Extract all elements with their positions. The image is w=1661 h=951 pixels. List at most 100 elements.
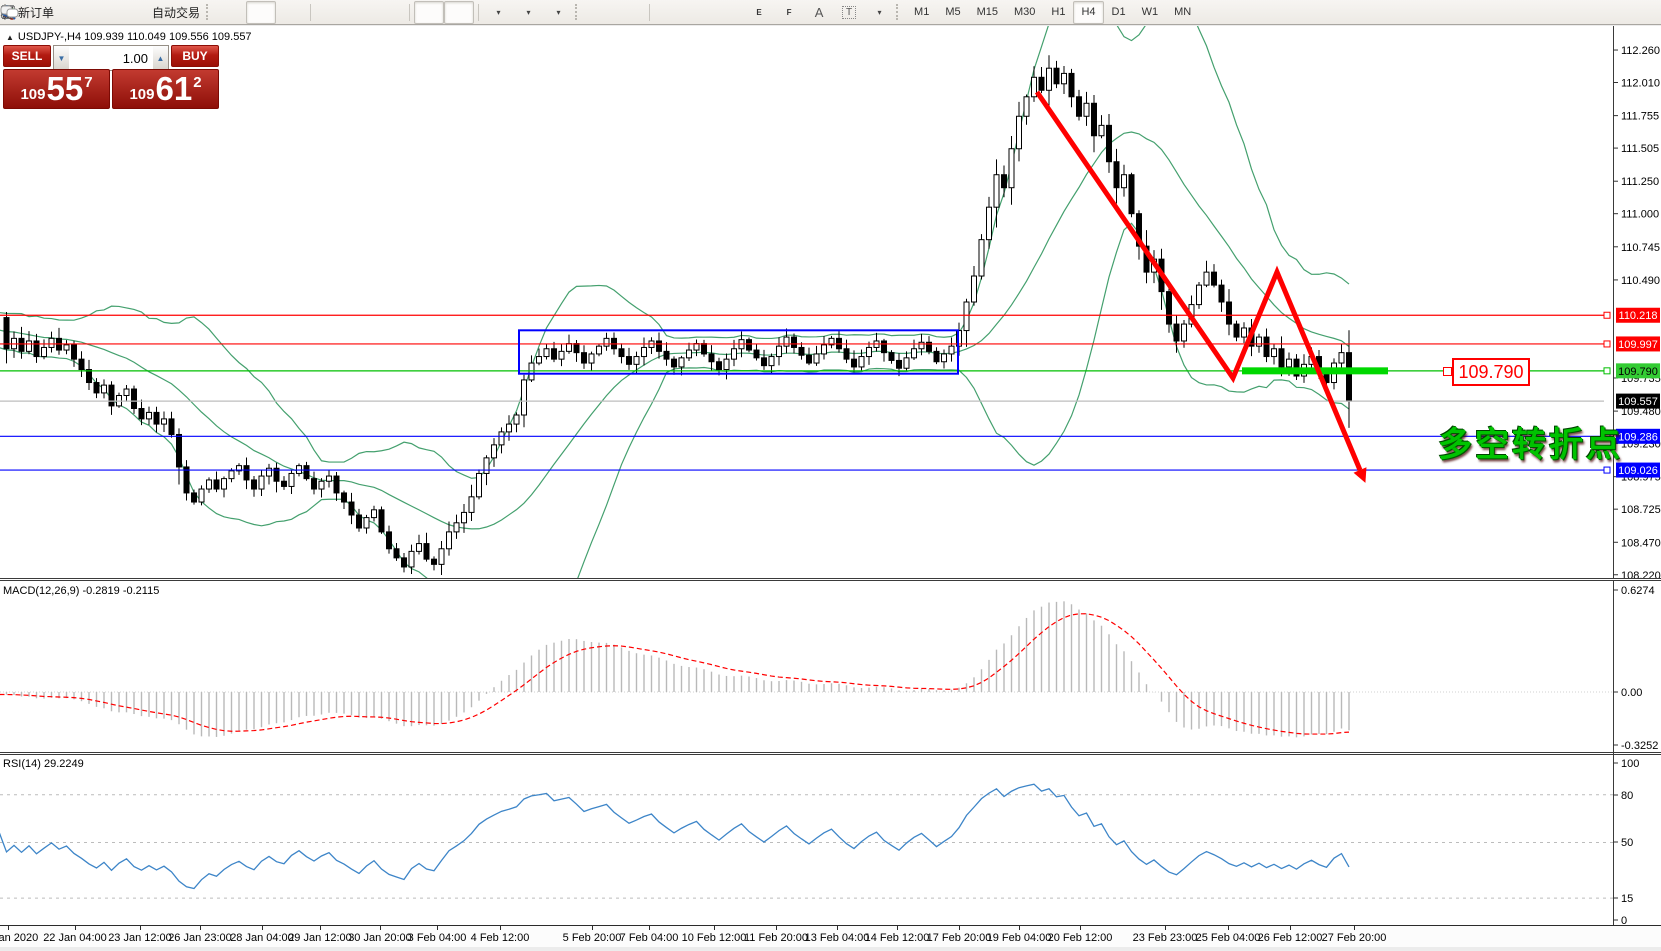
tf-button-h1[interactable]: H1: [1051, 6, 1066, 18]
horizontal-line-tool-button[interactable]: [2, 1, 714, 24]
arrows-tool-button[interactable]: ▾: [4, 1, 894, 24]
channel-tool-button[interactable]: E: [0, 1, 774, 24]
price-badge-109.557: [1616, 393, 1660, 409]
trendline-tool-button[interactable]: [2, 1, 744, 24]
main-price-chart[interactable]: 112.260 112.010 111.755 111.505 111.250 111.0…: [0, 26, 1661, 579]
rsi-tick-label: 15: [1621, 893, 1633, 905]
sell-price-button[interactable]: 109 55 7: [3, 69, 110, 109]
autotrading-button[interactable]: 自动交易: [1, 1, 204, 24]
indicators-button[interactable]: ▾: [1, 1, 573, 24]
toolbar-grip[interactable]: [575, 4, 581, 20]
tf-button-d1[interactable]: D1: [1111, 6, 1126, 18]
rsi-indicator-pane[interactable]: 100 80 50 15 0: [0, 755, 1661, 925]
chat-icon[interactable]: [0, 4, 20, 20]
tf-button-m5[interactable]: M5: [945, 6, 961, 18]
time-label: 14 Feb 12:00: [864, 932, 930, 944]
candle-bullish: [866, 346, 872, 358]
label-tool-button[interactable]: T: [834, 1, 864, 24]
macd-label: MACD(12,26,9) -0.2819 -0.2115: [3, 585, 160, 597]
new-chart-button[interactable]: ▾: [2, 1, 513, 24]
main-toolbar: 新订单 自动交易 ▾ ▾: [0, 0, 1661, 25]
candle-bearish: [213, 479, 220, 490]
trend-arrow[interactable]: [1034, 90, 1363, 471]
time-tick: [592, 926, 593, 930]
time-label: 26 Feb 12:00: [1257, 932, 1323, 944]
pane-separator[interactable]: [0, 754, 1661, 755]
candle-bearish: [243, 465, 250, 481]
line-chart-mode-button[interactable]: [1, 1, 306, 24]
zoom-out-button[interactable]: [1, 1, 375, 24]
candle-bullish: [371, 509, 377, 519]
pane-separator[interactable]: [0, 580, 1661, 581]
candle-bullish: [438, 548, 445, 565]
periods-button[interactable]: ▾: [1, 1, 543, 24]
tf-button-mn[interactable]: MN: [1174, 6, 1192, 18]
candle-bullish: [1181, 323, 1187, 342]
tf-button-m15[interactable]: M15: [976, 6, 998, 18]
price-tick-label: 111.000: [1621, 209, 1659, 221]
candle-bearish: [356, 514, 362, 529]
text-tool-button[interactable]: A: [804, 1, 834, 24]
new-order-button[interactable]: 新订单: [2, 1, 58, 24]
tf-button-h4[interactable]: H4: [1073, 0, 1104, 24]
candle-bullish: [633, 356, 640, 365]
chart-shift-button[interactable]: [1, 0, 475, 24]
volume-value[interactable]: 1.00: [122, 50, 148, 66]
time-tick: [262, 926, 263, 930]
candle-bullish: [258, 475, 265, 490]
candle-bearish: [1068, 72, 1075, 98]
signals-button[interactable]: [4, 1, 148, 24]
cursor-tool-button[interactable]: [5, 1, 615, 24]
pane-separator[interactable]: [0, 752, 1661, 753]
pane-separator[interactable]: [0, 578, 1661, 579]
candle-bearish: [1136, 213, 1142, 247]
channel-letter: E: [756, 7, 762, 17]
time-tick: [140, 926, 141, 930]
candle-bearish: [281, 480, 287, 487]
auto-scroll-button[interactable]: [1, 0, 445, 24]
candle-bullish: [1023, 96, 1030, 117]
volume-increase-button[interactable]: ▲: [153, 46, 168, 70]
price-badge-110.218: [1616, 307, 1660, 323]
price-badge-109.286: [1616, 428, 1660, 444]
candle-bearish: [71, 344, 77, 360]
support-bar[interactable]: [1242, 367, 1388, 375]
level-marker: [1603, 466, 1611, 474]
candle-bearish: [386, 531, 392, 550]
buy-price-handle: 109: [129, 85, 155, 103]
sell-button[interactable]: SELL: [3, 45, 51, 67]
tf-button-m1[interactable]: M1: [914, 6, 930, 18]
cloud-profile-button[interactable]: [1, 1, 118, 24]
toolbar-grip[interactable]: [896, 4, 902, 20]
consolidation-rectangle[interactable]: [518, 329, 959, 375]
history-center-button[interactable]: [0, 1, 88, 24]
tile-windows-button[interactable]: [2, 1, 405, 24]
volume-decrease-button[interactable]: ▼: [54, 46, 69, 70]
price-tick-label: 111.505: [1621, 143, 1659, 155]
macd-indicator-pane[interactable]: 0.6274 0.00 -0.3252: [0, 581, 1661, 754]
candlestick-mode-button[interactable]: [1, 0, 277, 24]
crosshair-tool-button[interactable]: [2, 1, 645, 24]
time-label: 26 Jan 23:00: [168, 932, 232, 944]
candle-bearish: [153, 411, 160, 425]
time-tick: [837, 926, 838, 930]
candle-bullish: [521, 379, 527, 416]
buy-price-button[interactable]: 109 61 2: [112, 69, 219, 109]
fibonacci-tool-button[interactable]: F: [1, 1, 804, 24]
bar-chart-mode-button[interactable]: [1, 1, 246, 24]
vertical-line-tool-button[interactable]: [7, 1, 684, 24]
tf-button-w1[interactable]: W1: [1141, 6, 1159, 18]
tf-button-m30[interactable]: M30: [1014, 6, 1036, 18]
label-tool-letter: T: [841, 5, 857, 19]
zoom-in-button[interactable]: [1, 1, 345, 24]
price-badge-label: 110.218: [1619, 310, 1658, 322]
buy-price-big: 61: [155, 70, 193, 107]
macd-tick-label: -0.3252: [1621, 740, 1658, 752]
toolbar-grip[interactable]: [206, 4, 212, 20]
time-tick: [1228, 926, 1229, 930]
buy-button[interactable]: BUY: [171, 45, 219, 67]
turning-point-annotation[interactable]: 多空转折点: [1438, 426, 1623, 464]
time-tick: [714, 926, 715, 930]
price-flag-label[interactable]: 109.790: [1452, 358, 1530, 386]
